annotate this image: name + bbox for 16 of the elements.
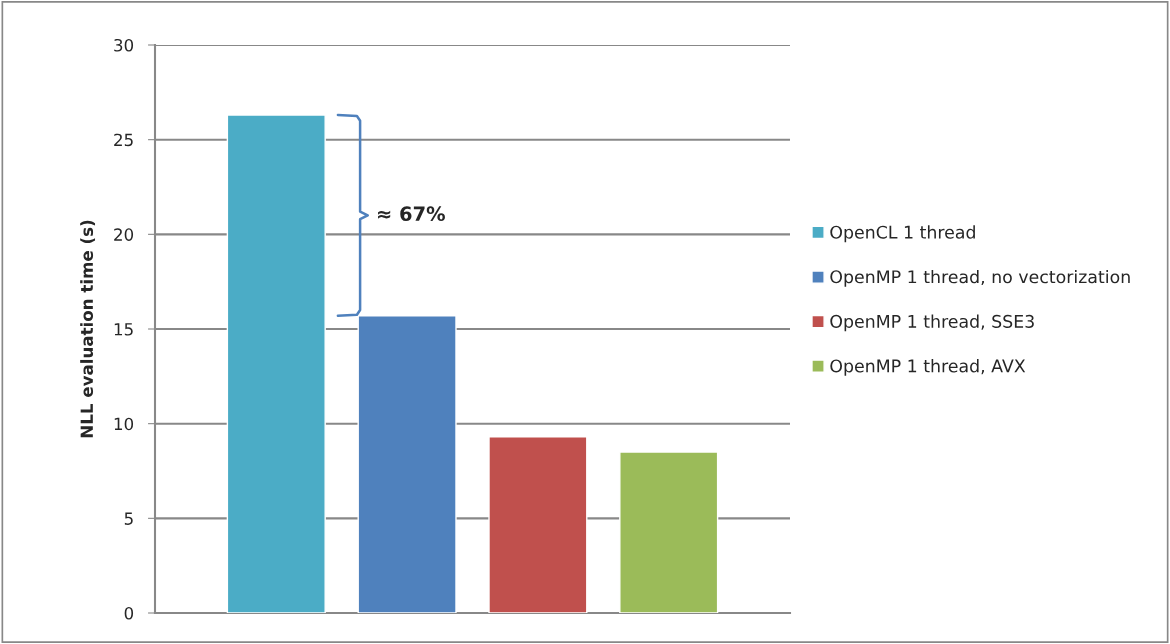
legend-label: OpenMP 1 thread, SSE3	[830, 314, 1034, 332]
legend-label: OpenCL 1 thread	[830, 225, 975, 243]
y-tick-label: 30	[114, 38, 134, 52]
y-axis-title: NLL evaluation time (s)	[80, 220, 96, 438]
y-tick-label: 20	[114, 228, 134, 241]
bar	[619, 451, 719, 613]
y-tick-label: 5	[124, 512, 133, 525]
y-tick-label: 10	[114, 417, 134, 431]
bar	[226, 114, 326, 613]
bar	[488, 436, 588, 613]
legend-label: OpenMP 1 thread, AVX	[830, 359, 1026, 376]
annotation: ≈ 67%	[378, 206, 445, 222]
legend-label: OpenMP 1 thread, no vectorization	[830, 269, 1130, 287]
y-tick-label: 25	[114, 133, 133, 147]
y-tick-label: 0	[124, 606, 134, 620]
y-tick-label: 15	[114, 323, 133, 336]
